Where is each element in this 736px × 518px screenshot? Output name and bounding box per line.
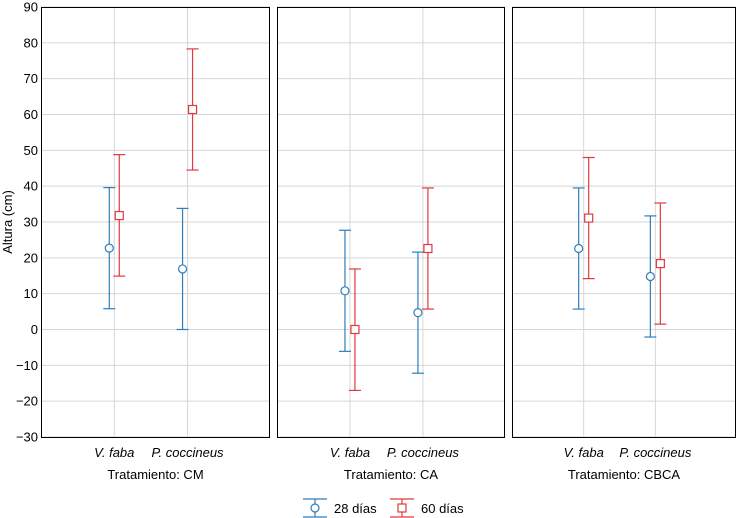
y-tick-label: −10 bbox=[16, 358, 38, 373]
category-label: P. coccineus bbox=[152, 445, 225, 460]
y-tick-label: 80 bbox=[24, 35, 38, 50]
category-label: V. faba bbox=[94, 445, 134, 460]
error-bar-point bbox=[103, 187, 116, 310]
error-bar-point bbox=[176, 207, 189, 331]
mean-marker-circle bbox=[645, 271, 655, 282]
y-tick-label: 30 bbox=[24, 215, 38, 230]
y-tick-label: 20 bbox=[24, 250, 38, 265]
y-tick-label: −30 bbox=[16, 430, 38, 445]
error-bar-point bbox=[113, 154, 126, 277]
mean-marker-circle bbox=[574, 243, 584, 254]
y-axis-ticks: −30 −20 −10 0 10 20 30 40 50 60 70 80 90 bbox=[16, 0, 38, 445]
error-bar-point bbox=[348, 268, 361, 392]
error-bar-point bbox=[654, 202, 667, 325]
y-tick-label: 50 bbox=[24, 143, 38, 158]
error-bar-point bbox=[421, 187, 434, 310]
mean-marker-circle bbox=[104, 243, 114, 253]
category-label: P. coccineus bbox=[387, 445, 460, 460]
y-tick-label: 90 bbox=[24, 0, 38, 15]
legend-item: 28 días bbox=[303, 498, 377, 518]
y-tick-label: 10 bbox=[24, 286, 38, 301]
mean-marker-square bbox=[584, 213, 594, 223]
legend-item: 60 días bbox=[390, 498, 464, 518]
error-bar-point bbox=[338, 229, 351, 352]
error-bar-point bbox=[572, 187, 585, 310]
mean-marker-square bbox=[114, 210, 124, 221]
facet-labels: Tratamiento: CM Tratamiento: CA Tratamient… bbox=[107, 467, 680, 482]
y-tick-label: −20 bbox=[16, 394, 38, 409]
grid-layer bbox=[41, 6, 736, 438]
category-labels: V. faba P. coccineus V. faba P. coccineus V.… bbox=[94, 445, 692, 460]
facet-label: Tratamiento: CBCA bbox=[568, 467, 681, 482]
mean-marker-square bbox=[350, 324, 360, 335]
category-label: V. faba bbox=[330, 445, 370, 460]
mean-marker-circle bbox=[177, 264, 188, 274]
y-axis-label: Altura (cm) bbox=[0, 190, 15, 254]
legend-label: 28 días bbox=[334, 501, 377, 516]
error-bar-point bbox=[411, 251, 424, 374]
error-bar-point bbox=[582, 156, 595, 280]
error-bar-point bbox=[186, 48, 199, 171]
mean-marker-square bbox=[187, 104, 198, 115]
legend-marker-circle bbox=[310, 503, 320, 513]
legend: 28 días 60 días bbox=[303, 498, 464, 518]
y-tick-label: 0 bbox=[31, 322, 38, 337]
panel-frame bbox=[277, 7, 505, 438]
category-label: V. faba bbox=[564, 445, 604, 460]
facet-label: Tratamiento: CM bbox=[107, 467, 203, 482]
data-marks bbox=[103, 48, 667, 392]
y-tick-label: 60 bbox=[24, 107, 38, 122]
category-label: P. coccineus bbox=[619, 445, 692, 460]
legend-marker-square bbox=[397, 503, 407, 513]
facet-label: Tratamiento: CA bbox=[344, 467, 438, 482]
y-tick-label: 70 bbox=[24, 71, 38, 86]
mean-marker-square bbox=[423, 243, 433, 254]
legend-label: 60 días bbox=[421, 501, 464, 516]
y-tick-label: 40 bbox=[24, 179, 38, 194]
panel-frame bbox=[41, 7, 270, 438]
error-bar-point bbox=[644, 215, 657, 338]
mean-marker-circle bbox=[340, 286, 350, 296]
mean-marker-square bbox=[655, 258, 665, 269]
mean-marker-circle bbox=[413, 308, 423, 318]
